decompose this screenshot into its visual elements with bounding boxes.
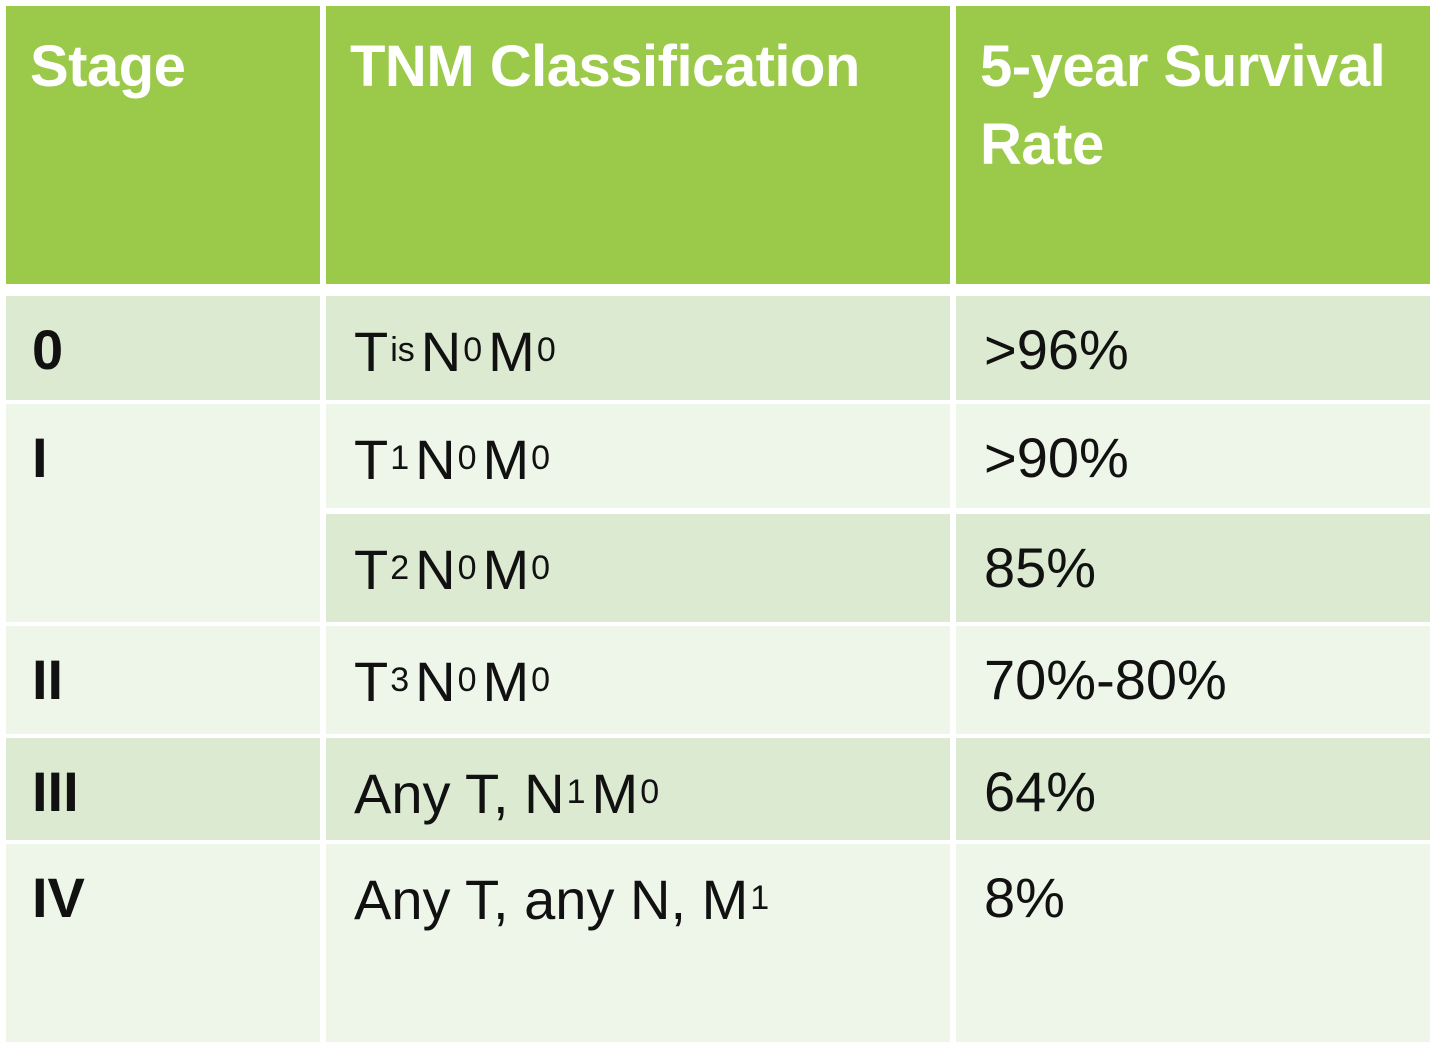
tnm-subscript: 1 (750, 879, 770, 917)
tnm-cell: Any T, any N, M1 (326, 844, 950, 1042)
tnm-subscript: 3 (390, 661, 410, 699)
tnm-base: T (354, 320, 389, 383)
stage-cell: II (6, 626, 320, 734)
tnm-base: T (354, 650, 389, 713)
tnm-subscript: 0 (463, 331, 483, 369)
tnm-cell: T3 N0 M0 (326, 626, 950, 734)
tnm-base: T (354, 538, 389, 601)
tnm-subscript: 0 (457, 661, 477, 699)
tnm-subscript: 0 (531, 549, 551, 587)
tnm-base: Any T, any N, M (354, 868, 749, 931)
stage-cell: III (6, 738, 320, 840)
survival-cell: >90% (956, 404, 1430, 508)
tnm-subscript: 0 (531, 439, 551, 477)
tnm-subscript: 0 (640, 773, 660, 811)
tnm-subscript: 0 (457, 549, 477, 587)
stage-cell: 0 (6, 296, 320, 400)
tnm-subscript: 1 (566, 773, 586, 811)
tnm-subscript: 0 (531, 661, 551, 699)
tnm-subscript: 2 (390, 549, 410, 587)
tnm-base: M (482, 538, 530, 601)
tnm-base: N (415, 650, 456, 713)
tnm-base: Any T, N (354, 762, 565, 825)
tnm-base: T (354, 428, 389, 491)
header-survival-rate: 5-year Survival Rate (956, 6, 1430, 284)
tnm-subscript: 0 (457, 439, 477, 477)
tnm-base: M (591, 762, 639, 825)
tnm-base: M (482, 650, 530, 713)
survival-cell: >96% (956, 296, 1430, 400)
tnm-cell: Any T, N1 M0 (326, 738, 950, 840)
tnm-base: N (415, 428, 456, 491)
survival-cell: 8% (956, 844, 1430, 1042)
header-stage: Stage (6, 6, 320, 284)
tnm-subscript: is (390, 331, 415, 369)
survival-cell: 70%-80% (956, 626, 1430, 734)
stage-survival-table: Stage TNM Classification 5-year Survival… (6, 6, 1430, 1042)
tnm-cell: T2 N0 M0 (326, 514, 950, 622)
tnm-base: M (488, 320, 535, 383)
survival-cell: 85% (956, 514, 1430, 622)
stage-cell: I (6, 404, 320, 622)
tnm-cell: T1 N0 M0 (326, 404, 950, 508)
tnm-base: N (420, 320, 462, 383)
tnm-base: M (482, 428, 530, 491)
header-tnm-classification: TNM Classification (326, 6, 950, 284)
tnm-base: N (415, 538, 456, 601)
tnm-subscript: 0 (536, 331, 556, 369)
survival-cell: 64% (956, 738, 1430, 840)
stage-cell: IV (6, 844, 320, 1042)
tnm-cell: Tis N0 M0 (326, 296, 950, 400)
tnm-subscript: 1 (390, 439, 410, 477)
